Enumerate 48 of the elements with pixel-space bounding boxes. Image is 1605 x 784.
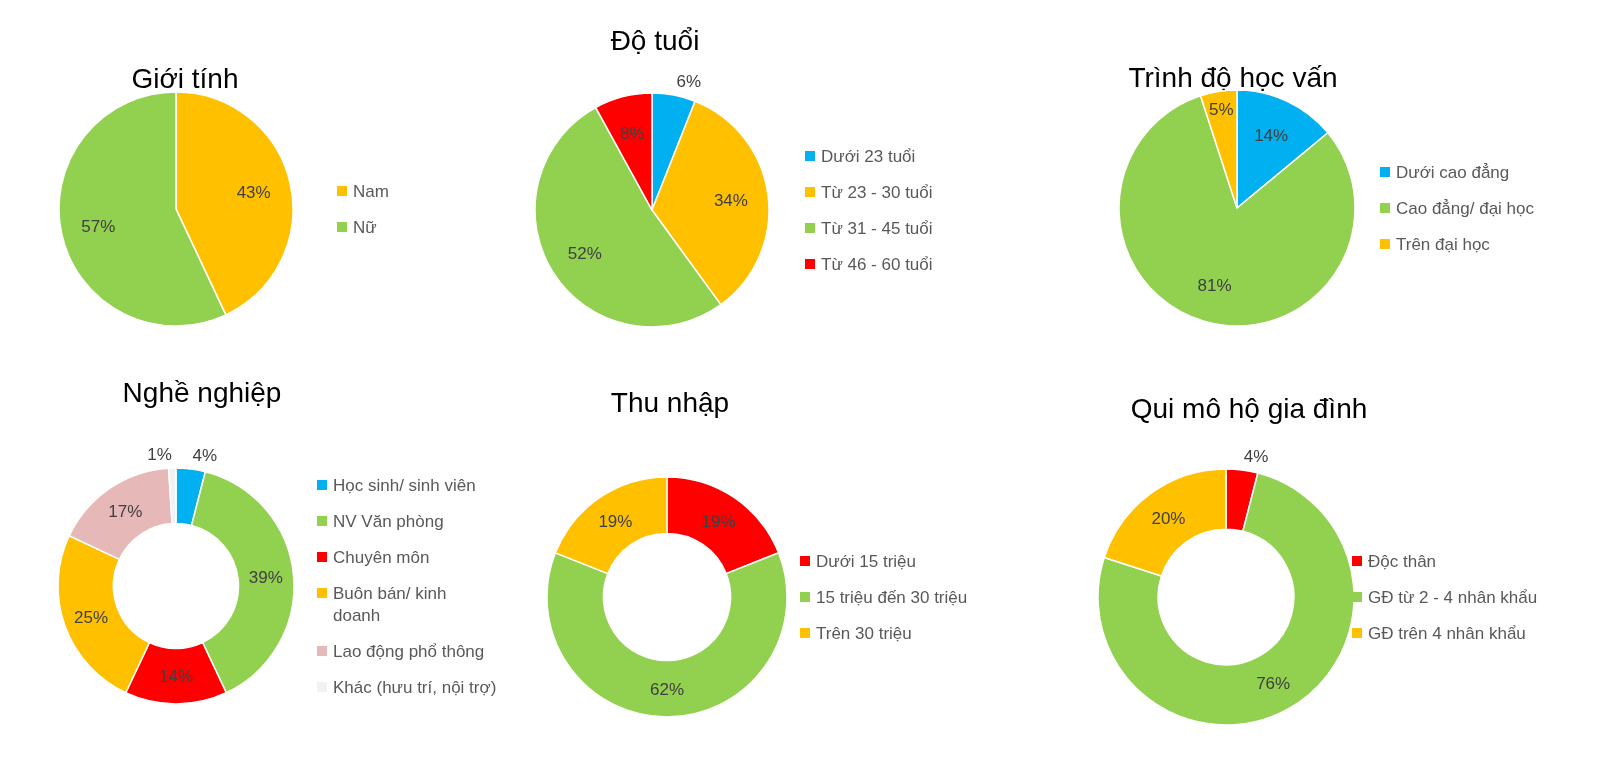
legend-label: GĐ trên 4 nhân khẩu [1368,624,1526,643]
data-label: 34% [713,190,748,210]
data-label: 1% [147,445,172,465]
data-label: 4% [1243,447,1269,467]
data-label: 81% [1197,276,1232,295]
chart-title: Trình độ học vấn [1128,62,1338,93]
data-label: 14% [158,667,194,687]
legend-label: Dưới 15 triệu [816,552,917,571]
data-label: 19% [701,512,736,532]
chart-title: Thu nhập [610,387,730,418]
data-label: 25% [74,607,109,627]
data-label: 62% [649,679,685,699]
legend-label: Dưới 23 tuổi [821,147,916,166]
legend-label: Nam [353,182,389,201]
data-label: 6% [676,72,702,92]
data-label: 14% [1254,126,1289,146]
chart-title: Độ tuổi [610,25,700,56]
legend-label: GĐ từ 2 - 4 nhân khẩu [1368,588,1538,607]
legend-label: Khác (hưu trí, nội trợ) [333,678,497,697]
legend-label: Trên 30 triệu [816,624,912,643]
legend-label: Dưới cao đẳng [1396,163,1510,182]
legend-label: Từ 31 - 45 tuổi [821,219,933,238]
legend-label: Lao động phổ thông [333,642,485,661]
legend-label: 15 triệu đến 30 triệu [816,588,968,607]
legend-label: Cao đẳng/ đại học [1396,199,1535,218]
data-label: 20% [1151,508,1186,528]
data-label: 39% [248,568,283,588]
legend-label: Từ 23 - 30 tuổi [821,183,933,202]
data-label: 57% [81,217,116,237]
legend-label: Chuyên môn [333,548,430,567]
data-label: 76% [1256,673,1291,693]
legend-label: Học sinh/ sinh viên [333,476,476,495]
legend-label: Độc thân [1368,552,1437,571]
data-label: 4% [192,445,218,465]
legend-label: Buôn bán/ kinh doanh [333,584,447,625]
chart-title: Qui mô hộ gia đình [1130,393,1368,424]
chart-title: Nghề nghiệp [122,377,282,408]
data-label: 17% [108,502,143,522]
data-label: 52% [567,243,602,263]
legend-label: Trên đại học [1396,235,1491,254]
data-label: 5% [1209,99,1234,119]
chart-title: Giới tính [131,63,239,94]
data-label: 43% [236,182,271,202]
legend-label: Từ 46 - 60 tuổi [821,255,933,274]
legend-label: NV Văn phòng [333,512,444,531]
data-label: 19% [598,512,633,532]
legend-label: Nữ [353,218,377,237]
data-label: 8% [619,123,645,143]
